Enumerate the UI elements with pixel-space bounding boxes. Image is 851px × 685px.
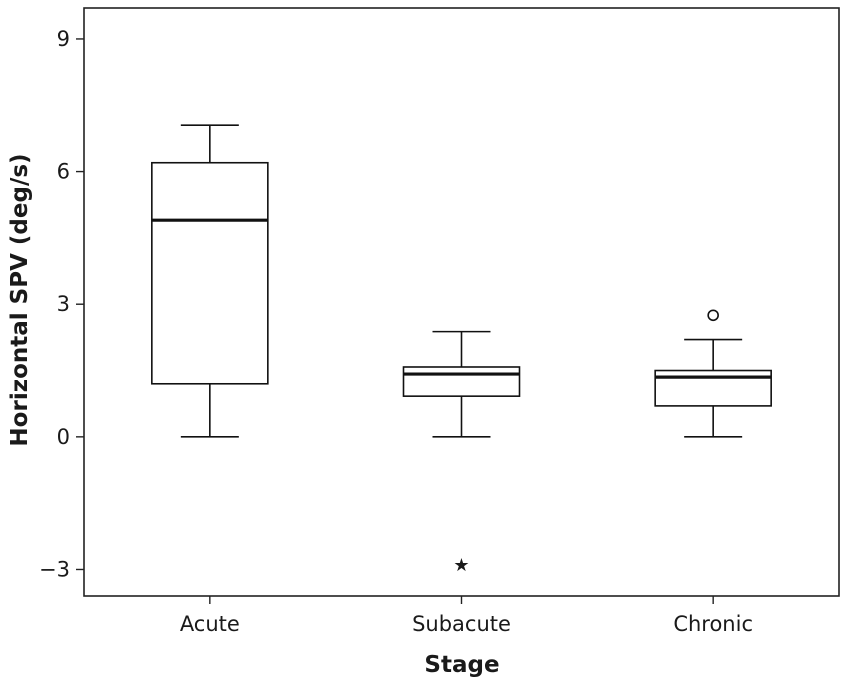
y-tick-label: 3 — [57, 292, 70, 316]
outlier-point — [707, 309, 719, 322]
x-tick-label: Chronic — [673, 612, 753, 636]
box-chronic — [654, 309, 772, 438]
iqr-box — [151, 161, 269, 385]
y-axis-title: Horizontal SPV (deg/s) — [7, 153, 33, 446]
x-axis-title: Stage — [424, 652, 499, 678]
x-axis: Acute Subacute Chronic — [180, 596, 753, 636]
x-tick-label: Subacute — [412, 612, 511, 636]
y-tick-label: 0 — [57, 425, 70, 449]
x-tick-label: Acute — [180, 612, 240, 636]
y-tick-label: 6 — [57, 160, 70, 184]
box-series: ★ — [151, 124, 772, 576]
iqr-box — [402, 366, 521, 397]
y-tick-label: 9 — [57, 27, 70, 51]
y-axis: −3 0 3 6 9 — [39, 27, 84, 581]
box-subacute: ★ — [402, 330, 521, 576]
y-tick-label: −3 — [39, 557, 70, 581]
extreme-outlier-point: ★ — [453, 555, 469, 576]
box-acute — [151, 124, 269, 438]
